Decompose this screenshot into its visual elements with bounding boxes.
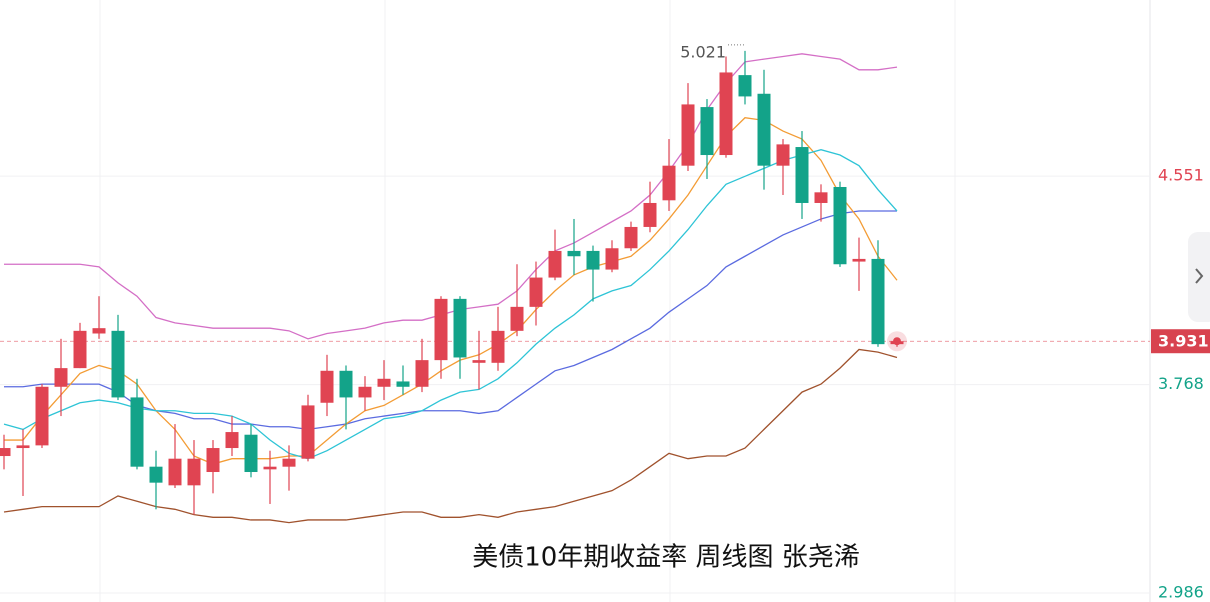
candle-body	[263, 466, 277, 470]
candle-body	[738, 75, 752, 97]
candle-body	[358, 386, 372, 398]
candle-body	[510, 306, 524, 331]
indicator-line	[3, 348, 898, 524]
candle-body	[833, 186, 847, 265]
candle-body	[814, 192, 828, 203]
high-label: 5.021	[680, 42, 726, 61]
candle-body	[415, 360, 429, 387]
candle-body	[700, 107, 714, 156]
candle-body	[719, 72, 733, 156]
candle-body	[852, 258, 866, 262]
candle-body	[54, 368, 68, 387]
candle-body	[548, 250, 562, 278]
chart-title: 美债10年期收益率 周线图 张尧浠	[472, 543, 860, 573]
candle-body	[149, 466, 163, 483]
candle-body	[111, 330, 125, 398]
candle-body	[491, 330, 505, 363]
candle-body	[301, 405, 315, 459]
candle-body	[871, 258, 885, 345]
candle-body	[282, 458, 296, 467]
candle-body	[624, 226, 638, 249]
candle-body	[377, 378, 391, 387]
candle-body	[529, 277, 543, 307]
candle-body	[92, 328, 106, 334]
candle-body	[681, 104, 695, 166]
candle-body	[0, 448, 11, 457]
candle-body	[472, 360, 486, 363]
candle-body	[434, 298, 448, 361]
candle-body	[586, 250, 600, 270]
y-tick-label: 4.551	[1158, 166, 1204, 185]
candle-body	[776, 144, 790, 166]
last-price-dot	[893, 337, 901, 346]
y-tick-label: 2.986	[1158, 582, 1204, 601]
candle-body	[339, 370, 353, 398]
candle-body	[35, 386, 49, 446]
candle-body	[605, 248, 619, 270]
candle-body	[795, 147, 809, 203]
indicator-line	[3, 149, 898, 460]
indicator-line	[4, 117, 898, 465]
candle-body	[206, 448, 220, 473]
last-price-box	[1151, 329, 1210, 354]
candle-body	[643, 202, 657, 227]
candle-body	[225, 432, 239, 449]
candle-body	[567, 250, 581, 257]
indicator-lines	[3, 53, 898, 524]
candle-body	[662, 165, 676, 201]
panel-toggle-bg[interactable]	[1188, 232, 1210, 322]
candles	[0, 50, 904, 515]
indicator-line	[4, 53, 898, 340]
vertical-grid	[99, 0, 956, 602]
candle-body	[16, 445, 30, 449]
candle-body	[244, 434, 258, 473]
candle-body	[168, 458, 182, 486]
chevron-icon[interactable]	[1195, 268, 1204, 284]
candle-body	[320, 370, 334, 403]
overlay: 2.986 3.768 4.551 5.021 3.931	[680, 42, 1210, 601]
candle-body	[453, 298, 467, 358]
y-tick-label: 3.768	[1158, 374, 1204, 393]
last-price-label: 3.931	[1158, 332, 1209, 351]
candle-body	[130, 397, 144, 467]
grid	[0, 175, 1150, 594]
panel-toggle[interactable]	[1188, 232, 1210, 322]
candle-body	[757, 93, 771, 166]
candle-body	[73, 330, 87, 369]
candle-body	[187, 458, 201, 486]
candle-body	[396, 381, 410, 387]
